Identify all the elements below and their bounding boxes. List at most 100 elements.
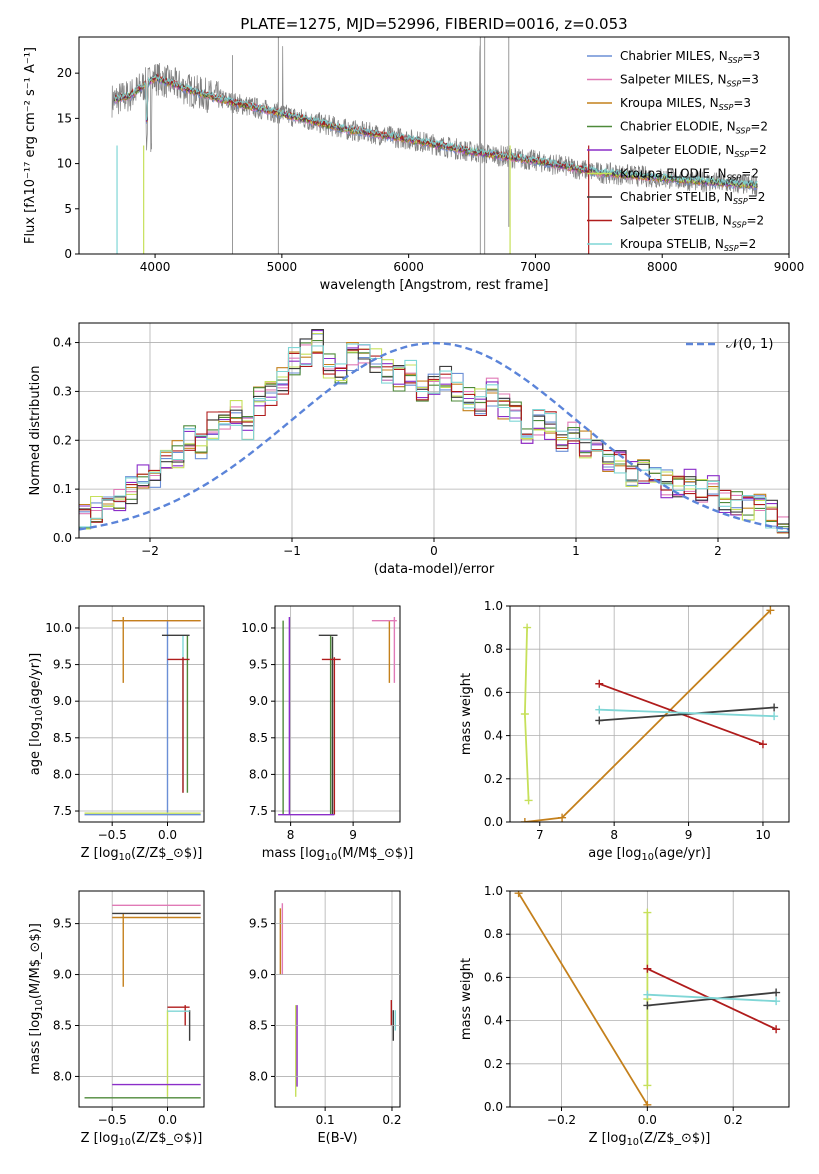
histogram-line	[79, 330, 789, 533]
x-axis-label: E(B-V)	[317, 1131, 357, 1146]
y-tick-label: 15	[57, 111, 72, 125]
mass-weight-point	[766, 606, 775, 615]
legend-entry: Salpeter STELIB, NSSP=2	[620, 214, 764, 230]
y-tick-label: 7.5	[249, 804, 268, 818]
mass-weight-point	[595, 705, 604, 714]
y-axis-label: mass [log10(M/M$_⊙$)]	[28, 923, 45, 1075]
mass_vs_ebv-frame: 0.1 0.2 E(B-V)	[274, 890, 402, 1146]
histogram-line	[79, 343, 789, 533]
mass-weight-point	[523, 623, 532, 632]
x-tick-label: −0.5	[98, 1113, 127, 1127]
legend-entry: Salpeter ELODIE, NSSP=2	[620, 143, 767, 159]
mass-weight-point	[520, 818, 529, 822]
x-axis-label: (data-model)/error	[374, 562, 495, 577]
plot-frame	[78, 890, 205, 1108]
mass-weight-point	[643, 990, 652, 999]
mass-weight-point	[643, 1001, 652, 1010]
age_vs_mass-marks	[278, 616, 397, 816]
mass-weight-point	[770, 712, 779, 721]
legend-entry: Chabrier MILES, NSSP=3	[620, 49, 760, 65]
y-tick-label: 20	[57, 66, 72, 80]
x-tick-label: 0.0	[158, 1113, 177, 1127]
y-tick-label: 8.0	[53, 767, 72, 781]
y-tick-label: 0.0	[53, 531, 72, 545]
x-axis-label: Z [log10(Z/Z$_⊙$)]	[81, 846, 203, 863]
massweight_vs_age-frame: 7 8 9 10 0.0 0.2 0.4 0.6 0.8 1.0 age [log10(age/yr…	[459, 599, 790, 863]
x-tick-label: 8	[610, 828, 618, 842]
y-axis-label: mass weight	[459, 958, 474, 1040]
residuals-frame: −2 −1 0 1 2 0.0 0.1 0.2 0.3 0.4 (data-model)/error…	[28, 322, 790, 577]
residual-histograms	[79, 328, 789, 534]
y-tick-label: 8.0	[53, 1069, 72, 1083]
y-tick-label: 8.0	[249, 1069, 268, 1083]
y-tick-label: 1.0	[484, 599, 503, 613]
legend-entry: Chabrier STELIB, NSSP=2	[620, 190, 765, 206]
mass-weight-point	[514, 891, 523, 898]
x-tick-label: 6000	[393, 260, 424, 274]
y-tick-label: 9.5	[249, 917, 268, 931]
y-tick-label: 8.5	[249, 1018, 268, 1032]
massweight_vs_age-marks	[520, 606, 779, 822]
y-axis-label: age [log10(age/yr)]	[28, 653, 45, 776]
legend-entry: Chabrier ELODIE, NSSP=2	[620, 120, 768, 136]
y-axis-label: Flux [fλ10⁻¹⁷ erg cm⁻² s⁻¹ A⁻¹]	[23, 47, 38, 244]
histogram-line	[79, 348, 789, 533]
x-tick-label: 0.1	[316, 1113, 335, 1127]
mass-weight-line	[517, 892, 649, 1106]
mass-weight-line	[647, 991, 777, 1007]
mass-weight-point	[643, 964, 652, 973]
x-tick-label: 0.0	[158, 828, 177, 842]
y-tick-label: 0.2	[53, 433, 72, 447]
legend-entry: Salpeter MILES, NSSP=3	[620, 73, 759, 89]
y-tick-label: 0.6	[484, 970, 503, 984]
y-tick-label: 9.5	[249, 658, 268, 672]
y-tick-label: 9.0	[53, 968, 72, 982]
x-tick-label: 0.2	[382, 1113, 401, 1127]
spectrum-legend: Chabrier MILES, NSSP=3 Salpeter MILES, NS…	[587, 49, 768, 253]
legend-entry: Kroupa STELIB, NSSP=2	[620, 237, 756, 253]
mass-weight-point	[524, 796, 533, 805]
mass-weight-point	[758, 740, 767, 749]
x-axis-label: wavelength [Angstrom, rest frame]	[320, 278, 549, 293]
y-tick-label: 0.0	[484, 1100, 503, 1114]
y-tick-label: 9.0	[249, 968, 268, 982]
x-tick-label: 2	[714, 544, 722, 558]
normal-curve	[79, 341, 789, 531]
y-tick-label: 0.4	[53, 336, 72, 350]
mass-weight-point	[772, 997, 781, 1006]
massweight_vs_age-axes	[510, 605, 789, 823]
figure-title: PLATE=1275, MJD=52996, FIBERID=0016, z=0…	[240, 15, 627, 33]
y-tick-label: 0.0	[484, 815, 503, 829]
mass-weight-point	[595, 679, 604, 688]
x-tick-label: 0	[430, 544, 438, 558]
age_vs_z-frame: −0.5 0.0 7.5 8.0 8.5 9.0 9.5 10.0 Z [log10(Z/Z$_…	[28, 605, 205, 863]
y-tick-label: 7.5	[53, 804, 72, 818]
x-tick-label: 9	[685, 828, 693, 842]
y-tick-label: 10	[57, 157, 72, 171]
y-tick-label: 0.1	[53, 482, 72, 496]
x-tick-label: −1	[283, 544, 301, 558]
age_vs_mass-axes	[275, 606, 400, 822]
plot-frame	[78, 36, 790, 255]
y-tick-label: 5	[64, 202, 72, 216]
y-tick-label: 0.4	[484, 1014, 503, 1028]
mass-weight-line	[647, 993, 777, 1003]
y-tick-label: 0.6	[484, 685, 503, 699]
y-tick-label: 9.5	[53, 658, 72, 672]
legend-entry: Kroupa ELODIE, NSSP=2	[620, 167, 759, 183]
plot-frame	[274, 605, 401, 823]
y-tick-label: 8.5	[249, 731, 268, 745]
mass_vs_ebv-axes	[324, 891, 393, 1107]
x-tick-label: 10	[755, 828, 770, 842]
x-tick-label: 9000	[774, 260, 805, 274]
plot-frame	[509, 605, 790, 823]
mass-weight-point	[772, 1025, 781, 1034]
x-tick-label: 7000	[520, 260, 551, 274]
spectrum-lines	[111, 37, 758, 254]
histogram-line	[79, 328, 789, 525]
mass-weight-line	[599, 708, 775, 718]
plot-frame	[78, 605, 205, 823]
model-spectrum-line	[114, 74, 758, 188]
mass-weight-line	[599, 706, 775, 722]
